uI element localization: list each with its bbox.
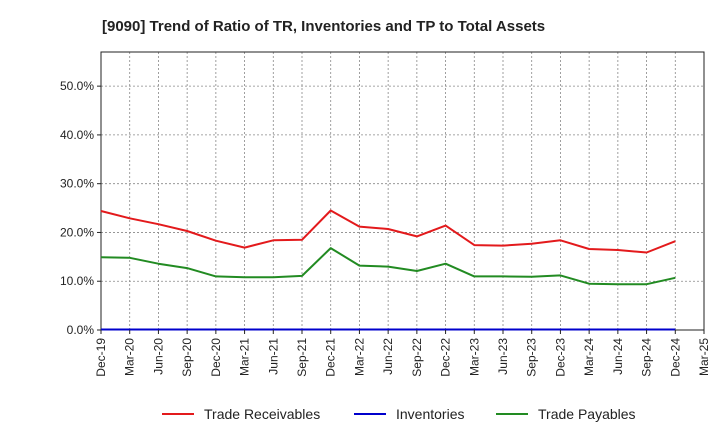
y-tick-label: 40.0%	[60, 128, 94, 142]
y-tick-label: 10.0%	[60, 274, 94, 288]
x-tick-label: Jun-23	[496, 338, 510, 375]
x-tick-label: Dec-22	[439, 338, 453, 377]
x-tick-label: Dec-24	[668, 338, 682, 377]
series-line-trade-payables	[100, 247, 676, 286]
x-tick-label: Dec-21	[324, 338, 338, 377]
legend-label: Inventories	[396, 406, 464, 422]
x-tick-label: Sep-23	[525, 338, 539, 377]
chart-title: [9090] Trend of Ratio of TR, Inventories…	[102, 18, 545, 35]
x-tick-label: Mar-22	[352, 338, 366, 376]
series-layer	[100, 209, 676, 331]
legend-label: Trade Receivables	[204, 406, 320, 422]
x-tick-label: Sep-20	[180, 338, 194, 377]
x-tick-label: Jun-22	[381, 338, 395, 375]
x-tick-label: Mar-24	[582, 338, 596, 376]
x-tick-label: Mar-21	[238, 338, 252, 376]
x-tick-label: Jun-24	[611, 338, 625, 375]
legend: Trade Receivables Inventories Trade Payabl…	[162, 406, 636, 422]
x-tick-label: Mar-25	[697, 338, 711, 376]
legend-label: Trade Payables	[538, 406, 636, 422]
x-axis: Dec-19 Mar-20 Jun-20 Sep-20 Dec-20 Mar-21 Jun-…	[94, 330, 711, 377]
x-tick-label: Sep-22	[410, 338, 424, 377]
x-tick-label: Jun-21	[266, 338, 280, 375]
x-tick-label: Mar-20	[123, 338, 137, 376]
y-tick-label: 0.0%	[67, 323, 95, 337]
x-tick-label: Sep-24	[640, 338, 654, 377]
series-line-trade-receivables	[100, 209, 676, 254]
plot-area	[100, 51, 705, 331]
x-tick-label: Dec-23	[553, 338, 567, 377]
x-tick-label: Sep-21	[295, 338, 309, 377]
grid	[101, 52, 704, 330]
y-tick-label: 30.0%	[60, 177, 94, 191]
x-tick-label: Dec-19	[94, 338, 108, 377]
x-tick-label: Mar-23	[467, 338, 481, 376]
x-tick-label: Dec-20	[209, 338, 223, 377]
y-tick-label: 20.0%	[60, 225, 94, 239]
y-tick-label: 50.0%	[60, 79, 94, 93]
x-tick-label: Jun-20	[151, 338, 165, 375]
y-axis: 0.0% 10.0% 20.0% 30.0% 40.0% 50.0%	[60, 79, 101, 337]
